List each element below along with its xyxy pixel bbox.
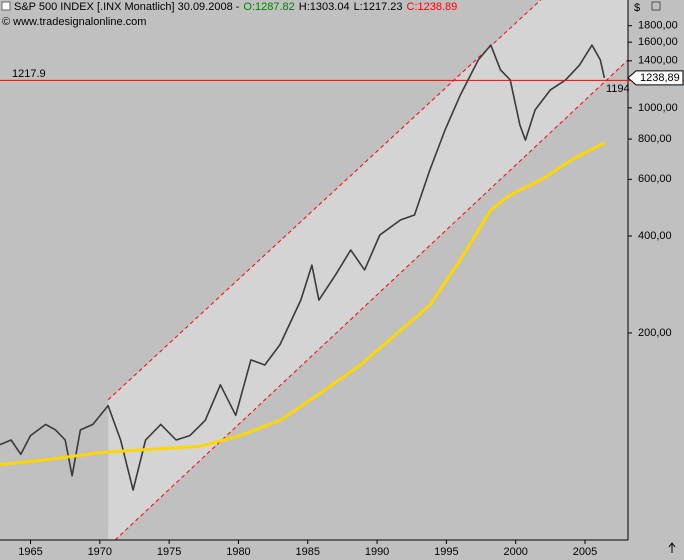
y-tick-label: 1000,00 <box>638 102 678 114</box>
ohlc-value: H:1303.04 <box>299 1 350 13</box>
y-tick-label: 600,00 <box>638 173 672 185</box>
x-tick-label: 1975 <box>157 546 181 558</box>
y-unit: $ <box>634 2 640 14</box>
channel-lower <box>114 59 628 540</box>
scroll-icon <box>668 542 676 553</box>
y-tick-label: 1800,00 <box>638 20 678 32</box>
chart-header: S&P 500 INDEX [.INX Monatlich] 30.09.200… <box>14 1 457 13</box>
chart-title: S&P 500 INDEX [.INX Monatlich] 30.09.200… <box>14 1 240 13</box>
icon <box>651 1 661 11</box>
x-tick-label: 1980 <box>226 546 250 558</box>
x-tick-label: 1995 <box>434 546 458 558</box>
y-tick-label: 200,00 <box>638 327 672 339</box>
icon <box>1 1 11 11</box>
moving-average <box>0 141 606 467</box>
x-tick-label: 1985 <box>296 546 320 558</box>
x-tick-label: 1970 <box>88 546 112 558</box>
y-tick-label: 1600,00 <box>638 36 678 48</box>
last-price-box <box>627 70 684 86</box>
ohlc-value: L:1217.23 <box>354 1 403 13</box>
x-tick-label: 1990 <box>365 546 389 558</box>
x-tick-label: 2005 <box>573 546 597 558</box>
y-tick-label: 800,00 <box>638 133 672 145</box>
x-tick-label: 1965 <box>18 546 42 558</box>
plot-area <box>0 0 628 540</box>
y-tick-label: 1400,00 <box>638 55 678 67</box>
source: © www.tradesignalonline.com <box>2 16 146 28</box>
channel-upper <box>107 0 542 401</box>
x-tick-label: 2000 <box>503 546 527 558</box>
y-tick-label: 400,00 <box>638 230 672 242</box>
channel-label: 1194 <box>606 83 630 95</box>
horizontal-line-label: 1217.9 <box>12 68 46 80</box>
last-price-label: 1238,89 <box>640 72 680 84</box>
price-line <box>0 44 606 491</box>
ohlc-value: O:1287.82 <box>243 1 294 13</box>
ohlc-value: C:1238.89 <box>407 1 458 13</box>
